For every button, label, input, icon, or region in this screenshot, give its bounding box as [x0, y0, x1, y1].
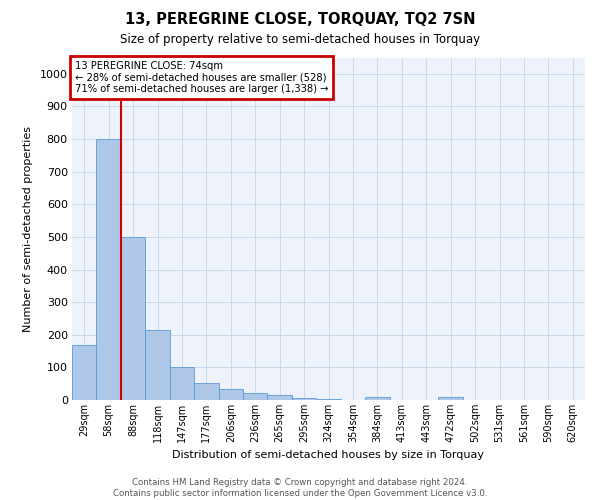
Bar	[243, 394, 268, 400]
Bar	[316, 399, 341, 400]
Bar	[218, 389, 243, 400]
Bar	[439, 398, 463, 400]
Bar	[97, 139, 121, 400]
Bar	[194, 383, 218, 400]
Y-axis label: Number of semi-detached properties: Number of semi-detached properties	[23, 126, 33, 332]
Bar	[170, 368, 194, 400]
Text: Size of property relative to semi-detached houses in Torquay: Size of property relative to semi-detach…	[120, 32, 480, 46]
Text: 13 PEREGRINE CLOSE: 74sqm
← 28% of semi-detached houses are smaller (528)
71% of: 13 PEREGRINE CLOSE: 74sqm ← 28% of semi-…	[74, 61, 328, 94]
Bar	[72, 344, 97, 400]
Text: Contains HM Land Registry data © Crown copyright and database right 2024.
Contai: Contains HM Land Registry data © Crown c…	[113, 478, 487, 498]
Bar	[268, 395, 292, 400]
Text: 13, PEREGRINE CLOSE, TORQUAY, TQ2 7SN: 13, PEREGRINE CLOSE, TORQUAY, TQ2 7SN	[125, 12, 475, 28]
Bar	[292, 398, 316, 400]
Bar	[365, 396, 389, 400]
Bar	[145, 330, 170, 400]
X-axis label: Distribution of semi-detached houses by size in Torquay: Distribution of semi-detached houses by …	[173, 450, 485, 460]
Bar	[121, 237, 145, 400]
